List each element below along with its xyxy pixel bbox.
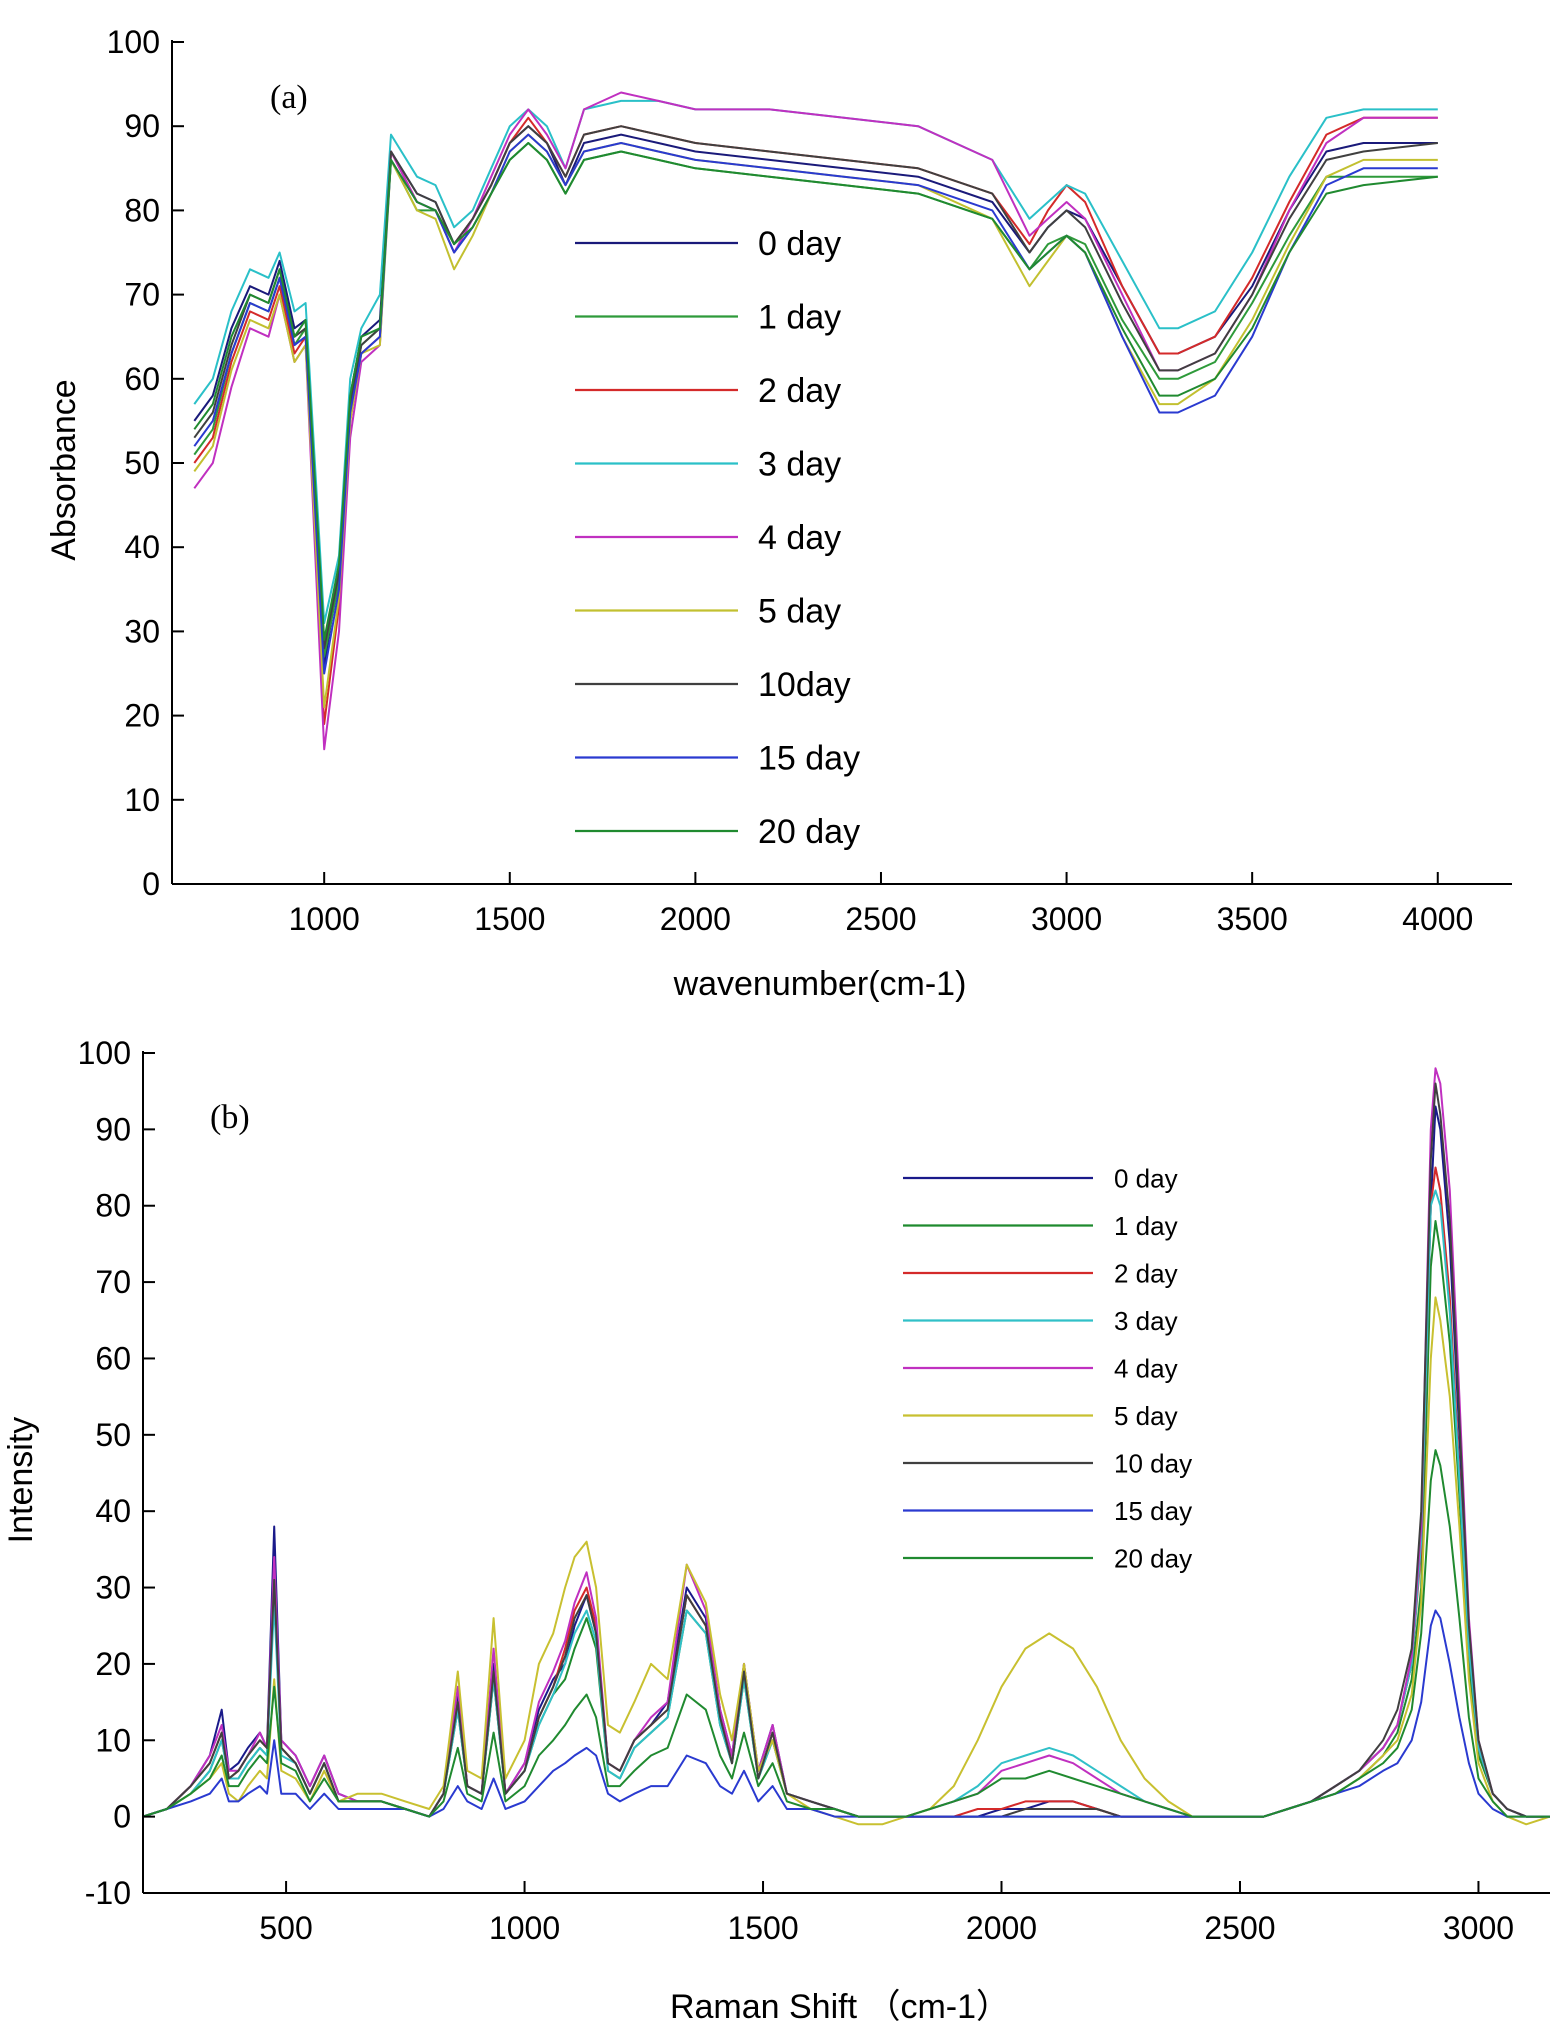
y-tick-label: 70 xyxy=(95,1264,131,1300)
x-tick-label: 1500 xyxy=(727,1910,798,1946)
y-tick-label: 70 xyxy=(124,277,160,313)
y-tick-label: 100 xyxy=(107,24,160,60)
legend-entry: 20 day xyxy=(1114,1543,1192,1573)
y-tick-label: 90 xyxy=(95,1111,131,1147)
series-line-a-4 xyxy=(193,91,1438,751)
y-tick-label: 20 xyxy=(95,1646,131,1682)
y-tick-label: 0 xyxy=(142,866,160,902)
y-tick-label: 40 xyxy=(124,529,160,565)
legend-entry: 0 day xyxy=(1114,1163,1178,1193)
x-tick-label: 1000 xyxy=(289,901,360,937)
y-tick-label: 80 xyxy=(124,192,160,228)
series-line-b-6 xyxy=(142,1082,1550,1818)
x-axis-label-b: Raman Shift （cm-1） xyxy=(670,1988,1010,2026)
y-tick-label: 10 xyxy=(95,1722,131,1758)
legend-entry: 4 day xyxy=(758,519,841,557)
y-tick-label: 30 xyxy=(124,613,160,649)
y-tick-label: 80 xyxy=(95,1188,131,1224)
legend-entry: 20 day xyxy=(758,813,860,851)
legend-entry: 3 day xyxy=(758,446,841,484)
legend-entry: 10 day xyxy=(1114,1448,1192,1478)
legend-entry: 2 day xyxy=(758,372,841,410)
legend-entry: 15 day xyxy=(758,740,860,778)
legend-entry: 3 day xyxy=(1114,1306,1178,1336)
legend-entry: 5 day xyxy=(1114,1401,1178,1431)
series-line-b-1 xyxy=(142,1220,1550,1818)
panel-label-b: (b) xyxy=(210,1099,250,1136)
y-tick-label: -10 xyxy=(85,1875,131,1911)
y-tick-label: 0 xyxy=(113,1799,131,1835)
x-axis-label-a: wavenumber(cm-1) xyxy=(673,965,967,1003)
y-tick-label: 100 xyxy=(78,1035,131,1071)
y-tick-label: 40 xyxy=(95,1493,131,1529)
y-tick-label: 50 xyxy=(95,1417,131,1453)
series-line-b-5 xyxy=(142,1296,1550,1826)
y-axis-label-a: Absorbance xyxy=(45,379,83,560)
x-tick-label: 3000 xyxy=(1031,901,1102,937)
x-tick-label: 2500 xyxy=(1204,1910,1275,1946)
panel-label-a: (a) xyxy=(270,79,308,116)
legend-entry: 0 day xyxy=(758,225,841,263)
x-tick-label: 1500 xyxy=(474,901,545,937)
series-line-b-8 xyxy=(142,1449,1550,1818)
y-tick-label: 90 xyxy=(124,108,160,144)
series-line-b-4 xyxy=(142,1067,1550,1818)
x-tick-label: 4000 xyxy=(1402,901,1473,937)
x-tick-label: 1000 xyxy=(489,1910,560,1946)
series-line-b-0 xyxy=(142,1105,1550,1818)
series-line-a-8 xyxy=(193,142,1438,641)
legend-entry: 1 day xyxy=(758,299,841,337)
x-tick-label: 3000 xyxy=(1443,1910,1514,1946)
x-tick-label: 2000 xyxy=(660,901,731,937)
chart-a: 0 10 20 30 40 50 60 70 80 90 100 1000 1500 2000 2500 30… xyxy=(45,24,1512,1003)
y-tick-label: 20 xyxy=(124,698,160,734)
legend-entry: 5 day xyxy=(758,593,841,631)
y-tick-label: 30 xyxy=(95,1570,131,1606)
legend-entry: 15 day xyxy=(1114,1496,1192,1526)
series-line-a-2 xyxy=(193,116,1438,725)
y-axis-label-b: Intensity xyxy=(2,1417,40,1544)
series-line-b-7 xyxy=(142,1609,1550,1818)
y-tick-label: 50 xyxy=(124,445,160,481)
legend-entry: 1 day xyxy=(1114,1211,1178,1241)
x-tick-label: 2500 xyxy=(845,901,916,937)
x-tick-label: 3500 xyxy=(1217,901,1288,937)
chart-b: -10 0 10 20 30 40 50 60 70 80 90 100 500 1000 1500 2000… xyxy=(2,1035,1550,2026)
x-tick-label: 2000 xyxy=(966,1910,1037,1946)
series-line-b-3 xyxy=(142,1189,1550,1818)
legend-entry: 2 day xyxy=(1114,1258,1178,1288)
legend-entry: 10day xyxy=(758,666,851,704)
series-line-a-7 xyxy=(193,133,1438,675)
series-line-b-2 xyxy=(142,1166,1550,1818)
y-tick-label: 60 xyxy=(95,1340,131,1376)
y-tick-label: 60 xyxy=(124,361,160,397)
y-tick-label: 10 xyxy=(124,782,160,818)
legend-entry: 4 day xyxy=(1114,1353,1178,1383)
x-tick-label: 500 xyxy=(259,1910,312,1946)
